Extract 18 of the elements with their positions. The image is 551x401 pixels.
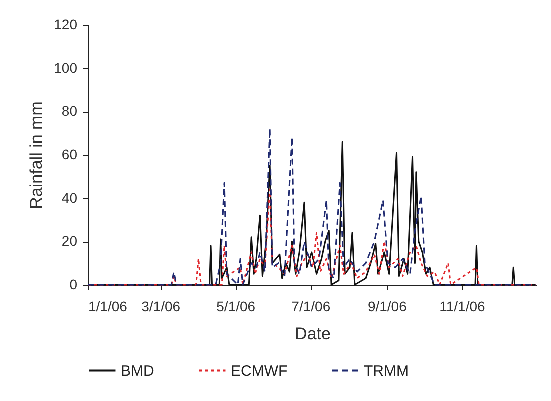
y-tick-label: 0 [70,276,78,292]
x-tick-label: 5/1/06 [216,298,256,314]
y-tick-label: 100 [54,60,78,76]
y-tick-label: 20 [62,233,78,250]
x-tick-label: 9/1/06 [368,298,408,314]
x-tick-label: 11/1/06 [440,298,486,314]
y-tick-label: 120 [54,16,78,32]
x-axis-title: Date [295,324,331,344]
y-tick-label: 60 [62,146,78,162]
x-tick-label: 7/1/06 [292,298,331,314]
y-tick-label: 80 [62,103,78,120]
legend-label: BMD [121,362,154,380]
legend-label: TRMM [364,362,409,380]
x-tick-label: 1/1/06 [88,298,128,314]
y-axis-title: Rainfall in mm [27,102,46,210]
y-tick-label: 40 [62,190,78,206]
legend-label: ECMWF [231,362,288,380]
x-tick-label: 3/1/06 [142,298,181,314]
